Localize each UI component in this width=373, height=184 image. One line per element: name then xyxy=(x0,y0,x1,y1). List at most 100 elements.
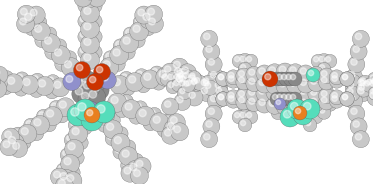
Circle shape xyxy=(332,76,338,82)
Circle shape xyxy=(98,71,116,89)
Circle shape xyxy=(133,36,139,41)
Circle shape xyxy=(5,131,12,138)
Circle shape xyxy=(116,41,121,47)
Circle shape xyxy=(44,120,50,125)
Circle shape xyxy=(320,65,325,70)
Circle shape xyxy=(277,74,282,80)
Circle shape xyxy=(141,22,155,36)
Circle shape xyxy=(90,17,96,22)
Circle shape xyxy=(133,101,147,115)
Circle shape xyxy=(216,92,230,106)
Circle shape xyxy=(107,134,113,139)
Circle shape xyxy=(143,24,149,29)
Circle shape xyxy=(177,70,183,77)
Circle shape xyxy=(121,81,135,95)
Circle shape xyxy=(303,102,311,110)
Circle shape xyxy=(345,80,360,95)
Circle shape xyxy=(78,14,92,28)
Circle shape xyxy=(238,71,244,77)
Circle shape xyxy=(46,75,60,89)
Circle shape xyxy=(305,100,311,106)
Circle shape xyxy=(166,80,180,94)
Circle shape xyxy=(329,93,344,108)
Circle shape xyxy=(43,107,62,126)
Circle shape xyxy=(11,127,25,141)
Circle shape xyxy=(367,72,373,89)
Circle shape xyxy=(314,100,319,105)
Circle shape xyxy=(37,36,43,41)
Circle shape xyxy=(116,129,122,134)
Circle shape xyxy=(240,88,246,94)
Circle shape xyxy=(101,74,108,81)
Circle shape xyxy=(316,92,322,98)
Circle shape xyxy=(156,67,175,86)
Circle shape xyxy=(260,69,266,74)
Circle shape xyxy=(191,79,197,85)
Circle shape xyxy=(289,80,296,86)
Circle shape xyxy=(84,107,100,123)
Circle shape xyxy=(216,72,230,86)
Circle shape xyxy=(288,77,293,82)
Circle shape xyxy=(186,72,203,89)
Circle shape xyxy=(246,66,262,83)
Circle shape xyxy=(206,121,212,127)
Circle shape xyxy=(81,35,100,54)
Circle shape xyxy=(297,108,304,116)
Circle shape xyxy=(189,75,195,81)
Circle shape xyxy=(169,76,175,81)
Circle shape xyxy=(271,76,277,82)
Circle shape xyxy=(72,153,78,158)
Circle shape xyxy=(31,22,50,41)
Circle shape xyxy=(275,92,288,106)
Circle shape xyxy=(171,65,190,84)
Circle shape xyxy=(266,64,283,81)
Circle shape xyxy=(305,76,311,82)
Circle shape xyxy=(279,100,285,106)
Circle shape xyxy=(366,79,372,85)
Circle shape xyxy=(201,77,216,93)
Circle shape xyxy=(192,75,207,90)
Circle shape xyxy=(198,85,215,102)
Circle shape xyxy=(19,138,25,143)
Circle shape xyxy=(305,121,311,126)
Circle shape xyxy=(89,80,109,100)
Circle shape xyxy=(108,93,127,112)
Circle shape xyxy=(174,126,181,133)
Circle shape xyxy=(240,68,246,74)
Circle shape xyxy=(332,92,338,98)
Circle shape xyxy=(176,77,192,93)
Circle shape xyxy=(281,94,287,100)
Circle shape xyxy=(275,72,288,86)
Circle shape xyxy=(75,79,83,87)
Circle shape xyxy=(130,22,149,41)
Circle shape xyxy=(93,101,115,123)
Circle shape xyxy=(237,73,253,89)
Circle shape xyxy=(20,75,39,94)
Circle shape xyxy=(270,97,286,113)
Circle shape xyxy=(329,90,344,105)
Circle shape xyxy=(210,95,217,102)
Circle shape xyxy=(105,132,119,146)
Circle shape xyxy=(238,62,252,76)
Circle shape xyxy=(54,81,61,88)
Circle shape xyxy=(367,78,373,93)
Circle shape xyxy=(288,92,302,106)
Circle shape xyxy=(0,72,8,91)
Circle shape xyxy=(358,84,364,90)
Circle shape xyxy=(308,66,324,83)
Circle shape xyxy=(340,92,354,106)
Circle shape xyxy=(342,94,348,100)
Circle shape xyxy=(279,66,293,80)
Circle shape xyxy=(168,82,173,88)
Circle shape xyxy=(286,89,302,105)
Circle shape xyxy=(56,163,70,177)
Circle shape xyxy=(256,65,273,82)
Circle shape xyxy=(47,48,53,53)
Circle shape xyxy=(0,66,8,84)
Circle shape xyxy=(270,72,284,86)
Circle shape xyxy=(45,85,59,99)
Circle shape xyxy=(240,80,246,86)
Circle shape xyxy=(262,92,267,98)
Circle shape xyxy=(308,95,324,112)
Circle shape xyxy=(145,15,163,33)
